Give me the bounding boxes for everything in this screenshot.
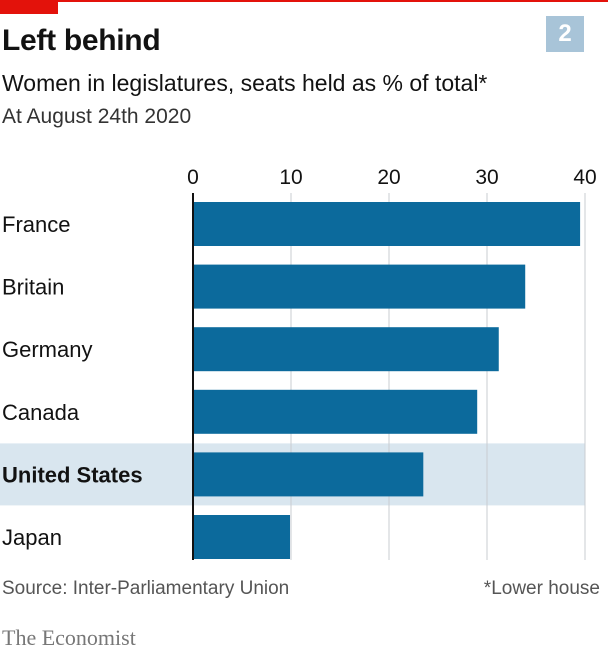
top-rule: [0, 0, 608, 2]
bar-canada: [193, 389, 478, 434]
x-tick-label-30: 30: [475, 166, 498, 189]
category-label-france: France: [2, 212, 70, 237]
category-label-united-states: United States: [2, 462, 143, 487]
category-label-germany: Germany: [2, 337, 92, 362]
x-tick-label-10: 10: [279, 166, 302, 189]
brand-logo: The Economist: [2, 625, 136, 650]
chart-date-note: At August 24th 2020: [2, 105, 192, 128]
category-label-japan: Japan: [2, 525, 62, 550]
chart-number-badge: 2: [546, 16, 584, 52]
category-label-canada: Canada: [2, 400, 80, 425]
x-tick-label-0: 0: [187, 166, 199, 189]
red-tag: [0, 0, 58, 14]
chart-subtitle: Women in legislatures, seats held as % o…: [2, 70, 488, 96]
x-tick-label-40: 40: [573, 166, 596, 189]
bar-japan: [193, 515, 291, 559]
bar-germany: [193, 327, 499, 372]
bar-chart: 0 10 20 30 40 France Britain Germany Canada Unite…: [0, 166, 597, 560]
bar-britain: [193, 264, 526, 309]
source-note: Source: Inter-Parliamentary Union: [2, 578, 290, 599]
bar-france: [193, 202, 581, 246]
category-label-britain: Britain: [2, 275, 64, 300]
footnote: *Lower house: [483, 578, 600, 599]
chart-title: Left behind: [2, 24, 161, 57]
x-tick-label-20: 20: [377, 166, 400, 189]
bar-united-states: [193, 452, 424, 497]
